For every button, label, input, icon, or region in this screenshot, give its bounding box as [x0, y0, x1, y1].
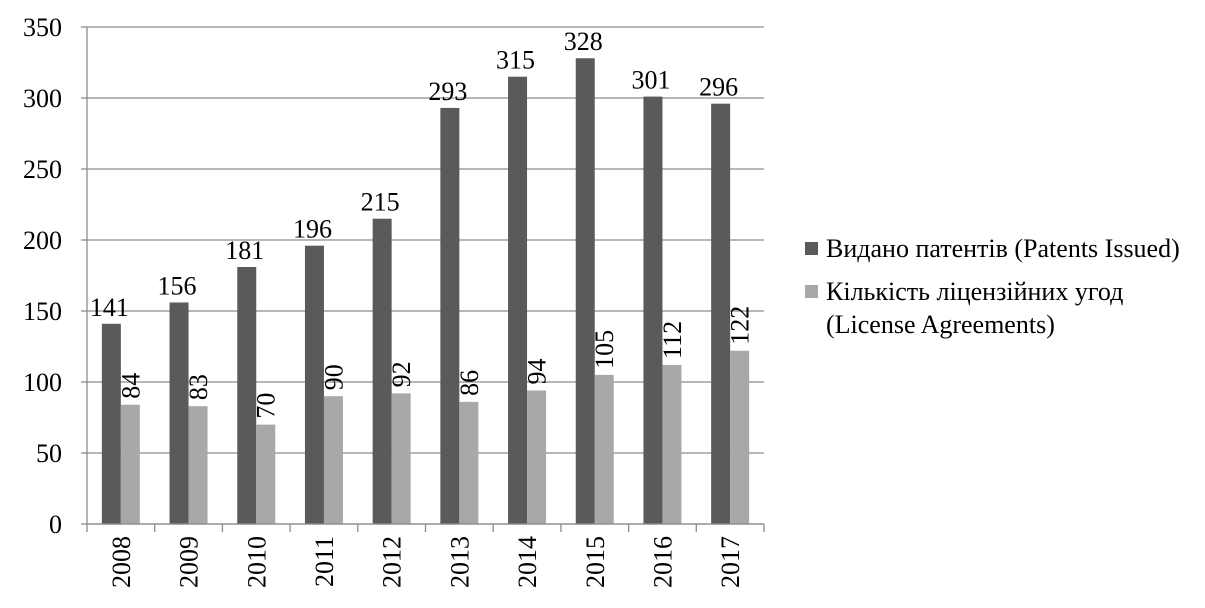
y-tick-label: 350 [23, 13, 62, 42]
bar [323, 396, 343, 524]
bar [711, 103, 731, 525]
value-label: 293 [428, 77, 467, 106]
value-label: 196 [293, 215, 332, 244]
value-label: 84 [116, 373, 145, 399]
x-tick-label: 2012 [378, 536, 407, 588]
y-tick-label: 300 [23, 84, 62, 113]
bar [188, 406, 208, 524]
y-tick-label: 150 [23, 297, 62, 326]
bar [372, 218, 392, 524]
bar [237, 266, 257, 524]
value-label: 296 [699, 73, 738, 102]
x-tick-label: 2010 [242, 536, 271, 588]
value-label: 328 [564, 27, 603, 56]
bar [594, 374, 614, 524]
value-label: 141 [90, 293, 129, 322]
bar [304, 245, 324, 524]
y-tick-label: 200 [23, 226, 62, 255]
value-label: 181 [225, 236, 264, 265]
y-tick-label: 50 [36, 439, 62, 468]
x-tick-label: 2008 [107, 536, 136, 588]
value-label: 90 [319, 364, 348, 390]
legend-label: Кількість ліцензійних угод (License Agre… [826, 277, 1124, 339]
legend-item: Кількість ліцензійних угод (License Agre… [805, 275, 1185, 341]
bar [391, 393, 411, 524]
x-tick-label: 2014 [513, 536, 542, 588]
bar [508, 76, 528, 524]
value-label: 301 [631, 66, 670, 95]
bar [120, 404, 140, 524]
value-label: 92 [387, 361, 416, 387]
value-label: 156 [158, 271, 197, 300]
value-label: 315 [496, 46, 535, 75]
bar [256, 424, 276, 524]
x-tick-label: 2009 [175, 536, 204, 588]
legend-swatch [805, 285, 818, 298]
bar [459, 401, 479, 524]
x-tick-label: 2013 [445, 536, 474, 588]
bar [643, 96, 663, 524]
bar [662, 364, 682, 524]
legend-swatch [805, 242, 818, 255]
legend-item: Видано патентів (Patents Issued) [805, 232, 1185, 265]
bar [527, 390, 547, 524]
bar [730, 350, 750, 524]
y-tick-label: 250 [23, 155, 62, 184]
x-tick-label: 2017 [716, 536, 745, 588]
value-label: 70 [252, 393, 281, 419]
x-tick-label: 2011 [310, 536, 339, 587]
x-tick-label: 2016 [648, 536, 677, 588]
value-label: 112 [658, 321, 687, 359]
bar [575, 58, 595, 525]
bar [101, 323, 121, 524]
value-label: 105 [590, 330, 619, 369]
value-label: 83 [184, 374, 213, 400]
value-label: 86 [455, 370, 484, 396]
chart: 0 50 100 150 200 250 300 350 2008 141 84 2009 156 83 2… [23, 13, 765, 588]
value-label: 215 [361, 188, 400, 217]
value-label: 94 [523, 359, 552, 385]
bar [440, 107, 460, 524]
value-label: 122 [726, 306, 755, 345]
y-tick-label: 0 [49, 510, 62, 539]
legend-label: Видано патентів (Patents Issued) [826, 234, 1180, 263]
bar [169, 302, 189, 524]
legend: Видано патентів (Patents Issued) Кількіст… [805, 232, 1185, 351]
y-tick-label: 100 [23, 368, 62, 397]
x-tick-label: 2015 [581, 536, 610, 588]
